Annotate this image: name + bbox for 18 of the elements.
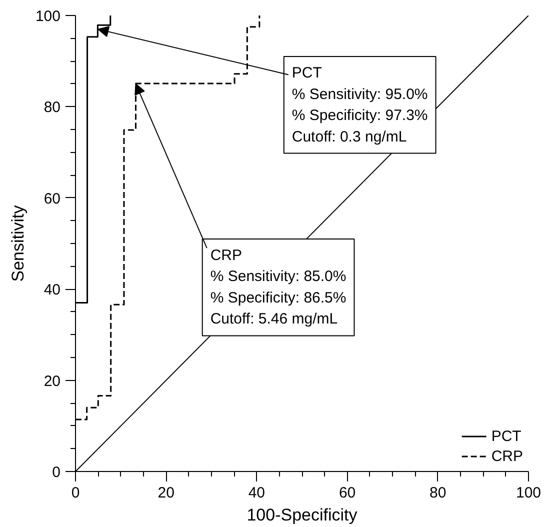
x-tick-label: 20 (158, 484, 174, 502)
x-tick-label: 80 (430, 484, 446, 502)
x-tick-label: 100 (516, 484, 542, 502)
y-tick-label: 40 (44, 282, 61, 299)
x-tick-label: 0 (71, 484, 80, 502)
y-tick-label: 60 (44, 190, 61, 208)
y-tick-label: 100 (35, 8, 61, 25)
annotation: PCT % Sensitivity: 95.0% % Specificity: 97.3% Cutoff: 0.3 ng/mL (292, 64, 428, 146)
y-tick-label: 20 (44, 372, 61, 390)
x-tick-label: 60 (338, 484, 356, 502)
legend-label: CRP (491, 448, 523, 464)
y-axis-title: Sensitivity (8, 204, 28, 282)
x-tick-label: 40 (248, 484, 266, 502)
annotation: CRP % Sensitivity: 85.0% % Specificity: 86.5% Cutoff: 5.46 mg/mL (210, 246, 346, 328)
x-axis-title: 100-Specificity (246, 506, 358, 524)
y-tick-label: 80 (44, 99, 61, 116)
y-tick-label: 0 (52, 464, 60, 481)
legend-label: PCT (491, 428, 522, 444)
